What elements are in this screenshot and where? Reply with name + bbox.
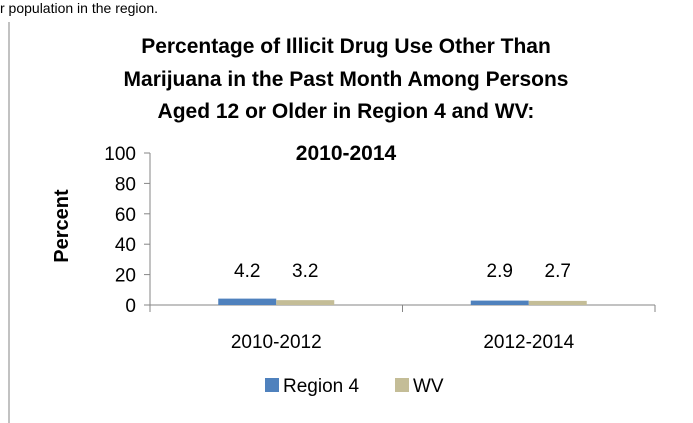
legend-swatch	[395, 378, 409, 392]
data-label: 3.2	[292, 261, 318, 282]
bars	[218, 298, 587, 305]
x-tick-label: 2010-2012	[231, 332, 322, 353]
x-ticks: 2010-2012 2012-2014	[149, 305, 656, 353]
chart-title-line: 2010-2014	[296, 142, 397, 165]
legend-label: Region 4	[283, 376, 359, 397]
y-tick-label: 40	[115, 235, 136, 256]
chart-title: Percentage of Illicit Drug Use Other Tha…	[124, 35, 569, 165]
bar-wv	[276, 300, 335, 305]
bar-region-4	[218, 298, 277, 305]
y-axis-label: Percent	[51, 189, 73, 263]
bar-wv	[528, 300, 587, 305]
x-tick-label: 2012-2014	[483, 332, 574, 353]
y-tick-label: 60	[115, 205, 136, 226]
data-label: 2.7	[545, 261, 571, 282]
legend: Region 4 WV	[265, 376, 444, 397]
legend-swatch	[265, 378, 279, 392]
data-label: 4.2	[234, 261, 260, 282]
chart-title-line: Aged 12 or Older in Region 4 and WV:	[158, 100, 535, 123]
data-labels: 4.2 3.2 2.9 2.7	[234, 261, 571, 282]
chart-title-line: Percentage of Illicit Drug Use Other Tha…	[141, 35, 551, 58]
y-tick-label: 80	[115, 174, 136, 195]
top-caption: r population in the region.	[0, 0, 158, 16]
legend-label: WV	[413, 376, 444, 397]
data-label: 2.9	[487, 261, 513, 282]
y-ticks: 0 20 40 60 80 100	[104, 144, 150, 317]
bar-region-4	[470, 300, 529, 305]
chart-title-line: Marijuana in the Past Month Among Person…	[124, 68, 569, 91]
y-tick-label: 0	[125, 296, 136, 317]
y-tick-label: 100	[104, 144, 136, 165]
y-tick-label: 20	[115, 266, 136, 287]
